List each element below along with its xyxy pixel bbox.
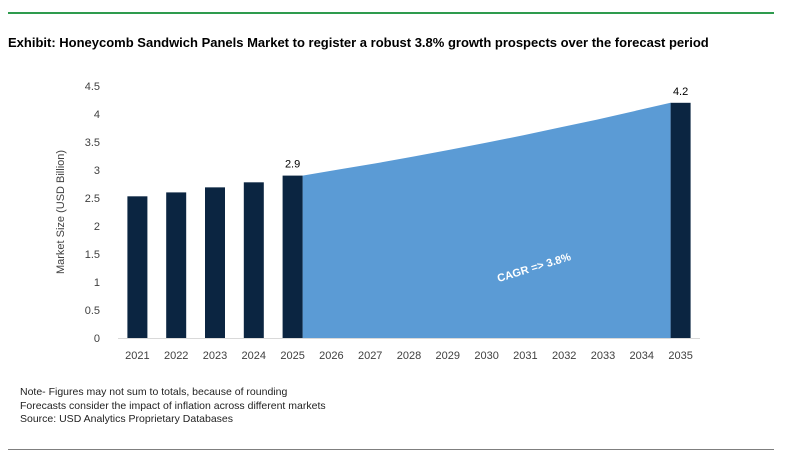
top-rule bbox=[8, 12, 774, 14]
x-tick-label: 2031 bbox=[513, 350, 537, 362]
y-axis-label: Market Size (USD Billion) bbox=[55, 150, 67, 274]
y-tick-label: 2 bbox=[94, 221, 100, 233]
x-tick-label: 2022 bbox=[164, 350, 188, 362]
bar-2021 bbox=[127, 196, 148, 338]
x-tick-label: 2030 bbox=[474, 350, 498, 362]
y-tick-label: 2.5 bbox=[85, 193, 100, 205]
data-label-2035: 4.2 bbox=[673, 86, 688, 98]
y-tick-label: 1.5 bbox=[85, 249, 100, 261]
bar-2022 bbox=[166, 192, 187, 338]
y-tick-label: 4.5 bbox=[85, 81, 100, 93]
y-tick-label: 0 bbox=[94, 333, 100, 345]
x-tick-label: 2034 bbox=[630, 350, 654, 362]
footnote-inflation: Forecasts consider the impact of inflati… bbox=[20, 399, 326, 412]
x-tick-label: 2032 bbox=[552, 350, 576, 362]
bar-2023 bbox=[205, 187, 225, 338]
x-tick-label: 2023 bbox=[203, 350, 227, 362]
y-tick-label: 4 bbox=[94, 109, 100, 121]
bar-2035 bbox=[670, 102, 691, 338]
bar-2024 bbox=[243, 182, 264, 338]
forecast-area bbox=[302, 102, 671, 338]
y-tick-label: 1 bbox=[94, 277, 100, 289]
y-tick-label: 3 bbox=[94, 165, 100, 177]
x-tick-label: 2021 bbox=[125, 350, 149, 362]
footnote-rounding: Note- Figures may not sum to totals, bec… bbox=[20, 386, 288, 398]
bottom-rule bbox=[8, 449, 774, 450]
x-tick-label: 2025 bbox=[280, 350, 304, 362]
footnotes: Note- Figures may not sum to totals, bec… bbox=[20, 386, 326, 427]
x-tick-label: 2033 bbox=[591, 350, 615, 362]
data-label-2025: 2.9 bbox=[285, 159, 300, 171]
x-tick-label: 2026 bbox=[319, 350, 343, 362]
y-tick-label: 3.5 bbox=[85, 137, 100, 149]
x-tick-label: 2027 bbox=[358, 350, 382, 362]
bar-2025 bbox=[282, 175, 303, 338]
footnote-source: Source: USD Analytics Proprietary Databa… bbox=[20, 413, 234, 425]
x-tick-label: 2029 bbox=[436, 350, 460, 362]
y-tick-label: 0.5 bbox=[85, 305, 100, 317]
chart-title: Exhibit: Honeycomb Sandwich Panels Marke… bbox=[8, 35, 709, 50]
x-tick-label: 2028 bbox=[397, 350, 421, 362]
x-tick-label: 2024 bbox=[242, 350, 266, 362]
x-tick-label: 2035 bbox=[668, 350, 692, 362]
